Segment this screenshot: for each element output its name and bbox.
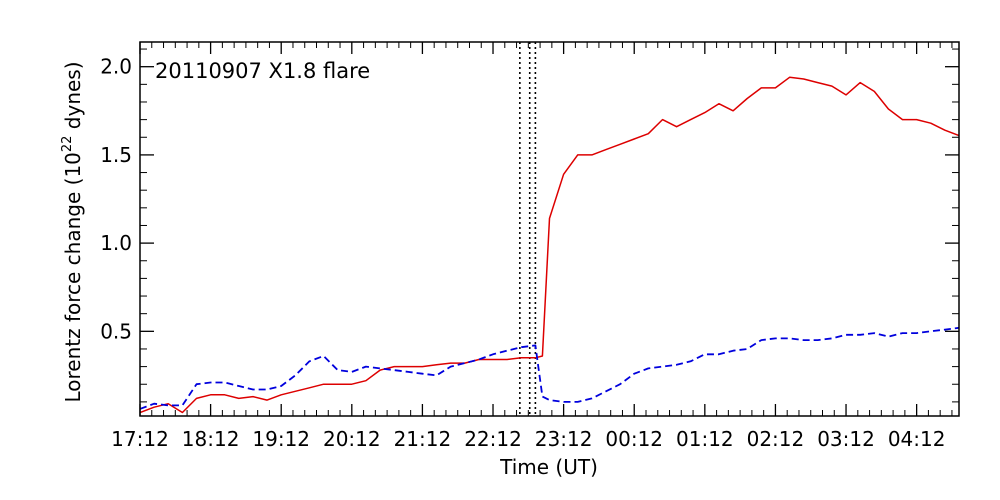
- y-tick-label: 0.5: [100, 319, 132, 343]
- y-axis-title-exponent: 22: [60, 136, 75, 153]
- x-tick-label: 01:12: [676, 427, 734, 451]
- x-tick-label: 03:12: [817, 427, 875, 451]
- y-axis-title: Lorentz force change (1022 dynes): [60, 61, 85, 402]
- x-tick-label: 02:12: [747, 427, 805, 451]
- x-tick-label: 00:12: [605, 427, 663, 451]
- x-tick-label: 21:12: [394, 427, 452, 451]
- y-tick-label: 1.5: [100, 143, 132, 167]
- flare-annotation: 20110907 X1.8 flare: [155, 59, 370, 83]
- x-tick-label: 22:12: [464, 427, 522, 451]
- y-axis-title-prefix: Lorentz force change (10: [61, 152, 85, 402]
- series-line-1: [140, 76, 959, 414]
- x-tick-label: 04:12: [888, 427, 946, 451]
- y-axis-title-suffix: dynes): [61, 61, 85, 135]
- series-line-2: [140, 326, 959, 410]
- y-tick-label: 2.0: [100, 55, 132, 79]
- x-tick-label: 17:12: [111, 427, 169, 451]
- x-tick-label: 20:12: [323, 427, 381, 451]
- x-axis-title: Time (UT): [499, 455, 598, 479]
- x-tick-label: 19:12: [252, 427, 310, 451]
- x-tick-label: 23:12: [535, 427, 593, 451]
- x-tick-label: 18:12: [182, 427, 240, 451]
- plot-frame: [139, 41, 960, 417]
- y-tick-label: 1.0: [100, 231, 132, 255]
